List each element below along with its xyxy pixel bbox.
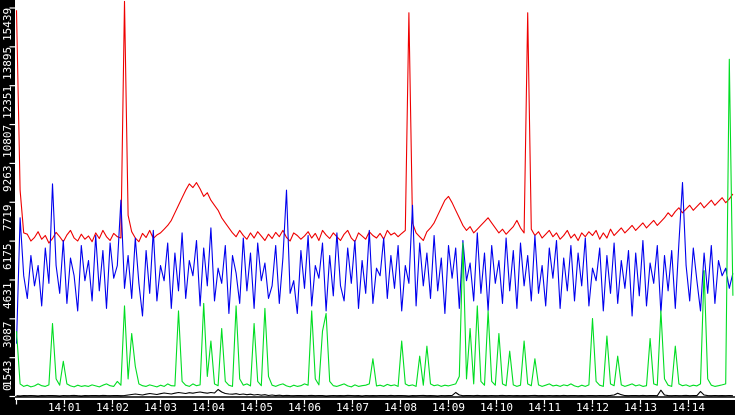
y-tick-label: 10807 (1, 123, 14, 158)
y-tick-label: 7719 (1, 205, 14, 232)
y-tick-label: 12351 (1, 85, 14, 119)
x-tick-label: 14:12 (575, 401, 610, 414)
x-tick-label: 14:01 (47, 401, 82, 414)
y-tick-label: 15439 (1, 7, 14, 41)
y-tick-label: 4631 (1, 282, 14, 310)
x-tick-label: 14:07 (335, 401, 370, 414)
y-tick-label: 3087 (1, 321, 14, 349)
x-tick-label: 14:13 (623, 401, 658, 414)
x-tick-label: 14:06 (287, 401, 322, 414)
y-tick-label: 1543 (1, 360, 14, 387)
x-tick-label: 14:08 (383, 401, 418, 414)
x-tick-label: 14:11 (527, 401, 562, 414)
x-tick-label: 14:03 (143, 401, 178, 414)
x-tick-label: 14:04 (191, 401, 226, 414)
green-series-line (15, 58, 734, 388)
y-tick-label: 13895 (1, 46, 14, 80)
y-axis-strip (0, 0, 15, 415)
x-tick-label: 14:05 (239, 401, 274, 414)
y-tick-label: 6175 (1, 243, 14, 271)
y-tick-label: 9263 (1, 166, 14, 193)
blue-series-line (15, 182, 734, 344)
x-tick-label: 14:09 (431, 401, 466, 414)
x-tick-label: 14:02 (95, 401, 130, 414)
black-series-line (16, 388, 733, 397)
x-tick-label: 14:10 (479, 401, 514, 414)
x-axis-strip (0, 400, 735, 415)
x-tick-label: 14:14 (671, 401, 706, 414)
red-series-line (15, 0, 734, 244)
